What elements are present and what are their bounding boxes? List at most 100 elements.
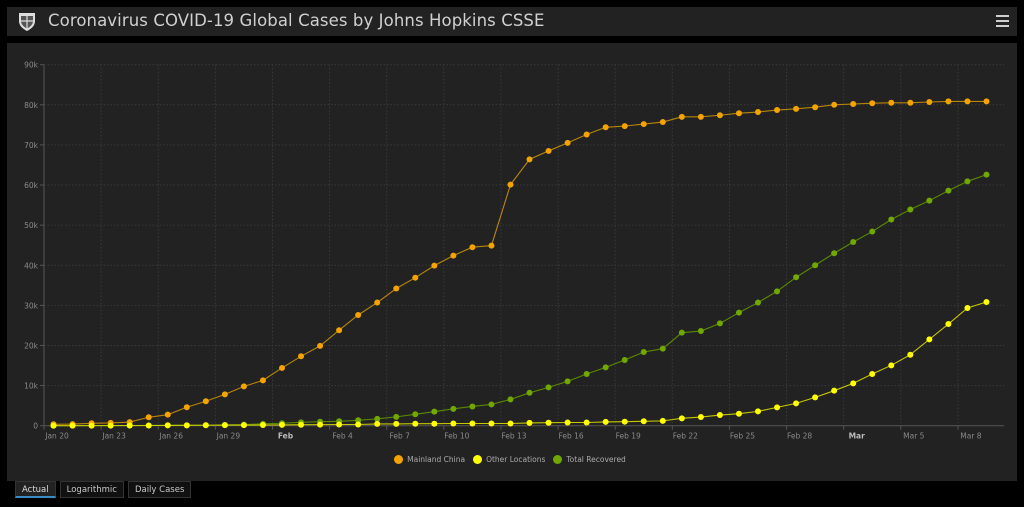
data-point [659, 345, 666, 352]
data-point [869, 371, 876, 378]
y-tick-label: 0 [33, 422, 38, 431]
data-point [735, 110, 742, 117]
legend-item-other-locations[interactable]: Other Locations [473, 455, 545, 464]
data-point [336, 421, 343, 428]
legend-label: Total Recovered [566, 455, 626, 464]
data-point [545, 147, 552, 154]
x-tick-label: Jan 23 [101, 432, 126, 441]
legend-label: Mainland China [407, 455, 466, 464]
data-point [697, 414, 704, 421]
tab-actual[interactable]: Actual [15, 481, 56, 498]
data-point [412, 274, 419, 281]
data-point [755, 109, 761, 116]
data-point [640, 349, 647, 356]
data-point [907, 206, 914, 213]
data-point [469, 420, 476, 427]
y-tick-label: 90k [24, 61, 39, 70]
data-point [850, 101, 857, 108]
data-point [716, 412, 723, 419]
data-point [88, 422, 95, 429]
data-point [812, 262, 819, 269]
data-point [259, 377, 266, 384]
data-point [583, 131, 590, 138]
x-tick-label: Feb 13 [501, 432, 526, 441]
tab-logarithmic[interactable]: Logarithmic [59, 481, 124, 498]
x-tick-label: Jan 26 [158, 432, 183, 441]
data-point [678, 113, 685, 120]
data-point [393, 420, 400, 427]
data-point [964, 178, 971, 185]
x-tick-label: Feb 4 [332, 432, 353, 441]
data-point [355, 417, 362, 424]
data-point [983, 298, 990, 305]
data-point [298, 353, 305, 360]
data-point [107, 422, 114, 429]
data-point [393, 413, 400, 420]
chart-legend: Mainland China Other Locations Total Rec… [0, 455, 1024, 464]
data-point [450, 420, 457, 427]
data-point [850, 238, 857, 245]
data-point [488, 401, 495, 408]
data-point [564, 139, 571, 146]
x-tick-label: Mar 5 [903, 432, 925, 441]
series-line-mainland-china [53, 100, 987, 425]
app-header: Coronavirus COVID-19 Global Cases by Joh… [7, 7, 1017, 36]
tab-daily-cases[interactable]: Daily Cases [127, 481, 192, 498]
data-point [983, 171, 990, 178]
data-point [888, 216, 895, 223]
y-tick-label: 60k [24, 181, 39, 190]
data-point [450, 405, 457, 412]
legend-item-total-recovered[interactable]: Total Recovered [553, 455, 626, 464]
data-point [317, 342, 324, 349]
data-point [488, 420, 495, 427]
data-point [507, 420, 514, 427]
data-point [355, 421, 362, 428]
x-tick-label: Feb 22 [673, 432, 698, 441]
data-point [279, 421, 285, 428]
data-point [831, 250, 838, 257]
data-point [945, 187, 952, 194]
data-point [735, 410, 742, 417]
data-point [716, 320, 723, 327]
data-point [602, 418, 609, 425]
data-point [202, 422, 209, 429]
data-point [793, 400, 800, 407]
data-point [926, 336, 933, 343]
data-point [640, 418, 647, 425]
x-tick-label: Mar 8 [960, 432, 982, 441]
data-point [526, 156, 533, 163]
data-point [907, 99, 914, 106]
data-point [678, 415, 685, 422]
y-tick-label: 10k [24, 382, 39, 391]
legend-item-mainland-china[interactable]: Mainland China [394, 455, 465, 464]
data-point [831, 387, 838, 394]
data-point [621, 356, 628, 363]
data-point [450, 252, 457, 259]
data-point [602, 364, 609, 371]
chart-panel [7, 43, 1017, 481]
x-tick-label: Mar [849, 432, 866, 441]
data-point [716, 112, 723, 119]
data-point [298, 421, 305, 428]
data-point [164, 411, 171, 418]
y-tick-label: 40k [24, 261, 39, 270]
y-tick-label: 70k [24, 141, 39, 150]
data-point [850, 380, 857, 387]
data-point [488, 242, 495, 249]
data-point [774, 404, 781, 411]
data-point [240, 383, 247, 390]
data-point [469, 244, 476, 251]
hamburger-menu-icon[interactable] [996, 15, 1009, 27]
x-tick-label: Feb 28 [787, 432, 812, 441]
data-point [259, 422, 266, 429]
data-point [145, 422, 152, 429]
data-point [431, 262, 438, 269]
data-point [202, 398, 209, 405]
data-point [164, 422, 171, 429]
data-point [545, 384, 552, 391]
data-point [945, 98, 952, 105]
data-point [183, 422, 190, 429]
data-point [755, 299, 761, 306]
data-point [564, 378, 571, 385]
data-point [678, 329, 685, 336]
